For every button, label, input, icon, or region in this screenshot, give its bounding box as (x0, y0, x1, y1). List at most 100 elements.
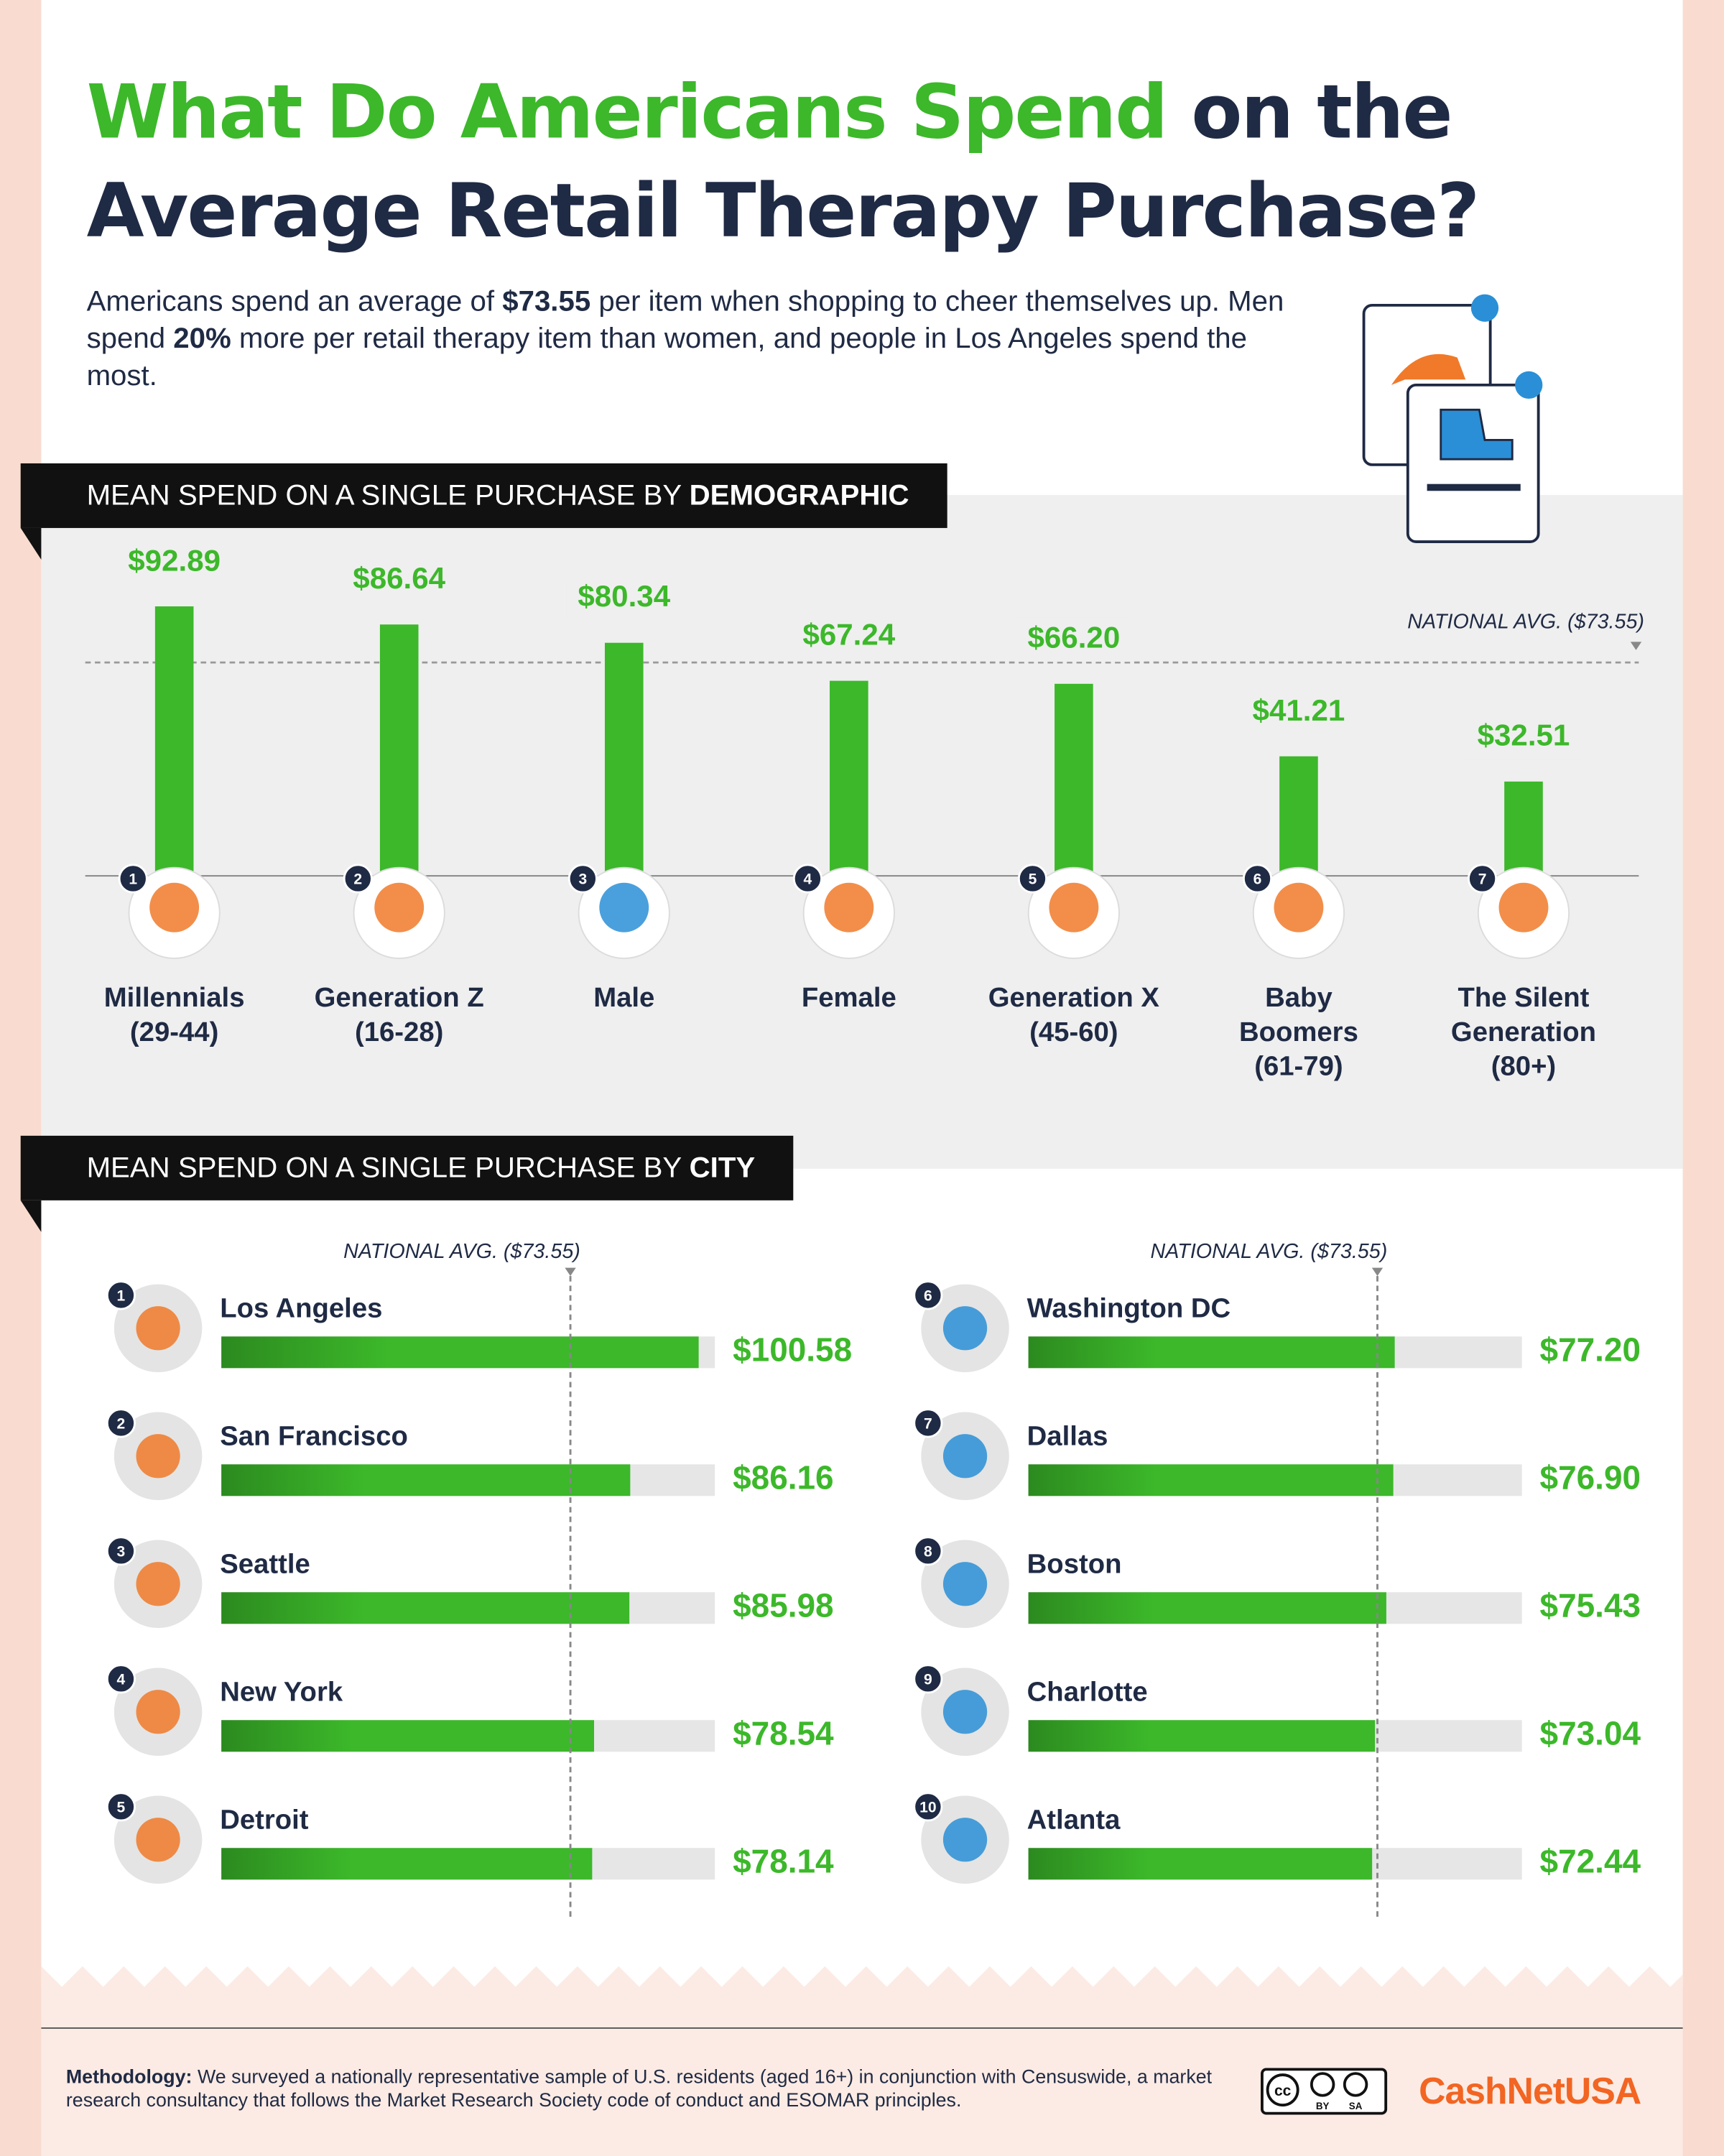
bar (221, 1336, 699, 1369)
bar (1028, 1464, 1394, 1496)
rank-badge (1242, 864, 1273, 894)
label-bg (1016, 617, 1132, 662)
license-icon (1310, 2072, 1335, 2097)
license-text: BY (1316, 2101, 1330, 2111)
section-header: MEAN SPEND ON A SINGLE PURCHASE BY CITY (20, 1135, 794, 1200)
rank-badge (106, 1280, 136, 1310)
methodology-part: We surveyed a nationally representative … (65, 2065, 1213, 2111)
rank-badge (1467, 864, 1498, 894)
license-text: SA (1349, 2101, 1363, 2111)
section-title: MEAN SPEND ON A SINGLE PURCHASE BY (86, 1152, 690, 1184)
label-bg (791, 614, 907, 659)
label-bg (1465, 715, 1582, 760)
bar (221, 1464, 631, 1496)
value-label: $72.44 (1539, 1843, 1641, 1882)
value-label: $32.51 (1477, 718, 1570, 753)
bar (154, 606, 194, 876)
intro: Americans spend an average of $73.55 per… (87, 283, 1310, 394)
rank-label: 6 (924, 1288, 932, 1305)
icon-figure (1049, 882, 1099, 933)
rank-label: 8 (924, 1544, 932, 1560)
reference-pointer (1630, 642, 1642, 650)
category-label: Baby Boomers (61-79) (1238, 983, 1358, 1083)
category-label: Generation X (45-60) (988, 983, 1159, 1048)
value-label: $100.58 (733, 1332, 853, 1370)
icon-figure (942, 1562, 988, 1606)
title: What Do Americans Spend on the Average R… (87, 63, 1627, 262)
value-label: $75.43 (1539, 1588, 1641, 1626)
methodology-part: Methodology: (65, 2065, 193, 2088)
icon-figure (149, 882, 200, 933)
category-label: Male (593, 983, 655, 1014)
value-label: $76.90 (1539, 1460, 1641, 1498)
icon-figure (136, 1818, 180, 1862)
category-label: Boston (1026, 1549, 1122, 1581)
category-label: The Silent Generation (80+) (1450, 983, 1596, 1083)
rank-badge (913, 1280, 943, 1310)
value-label: $86.64 (353, 561, 446, 596)
value-label: $86.16 (733, 1460, 834, 1498)
bar (1028, 1848, 1373, 1880)
bar (1055, 683, 1093, 876)
bar (1028, 1720, 1376, 1752)
rank-badge (567, 864, 598, 894)
rank-badge (913, 1536, 943, 1566)
title-part: on the Average Retail Therapy Purchase? (86, 68, 1480, 255)
zigzag (41, 1966, 1683, 2156)
bar (1028, 1592, 1386, 1624)
bar (221, 1720, 595, 1752)
intro-part: more per retail therapy item than women,… (86, 323, 1248, 392)
value-label: $92.89 (128, 542, 221, 578)
rank-label: 4 (117, 1672, 126, 1688)
bar (604, 642, 644, 876)
rank-label: 3 (578, 871, 587, 888)
license-icon (1343, 2072, 1368, 2097)
category-label: Seattle (220, 1549, 310, 1581)
section-emphasis: DEMOGRAPHIC (689, 479, 909, 512)
category-label: Washington DC (1026, 1293, 1231, 1325)
intro-part: per item when shopping to cheer themselv… (86, 286, 1284, 355)
rank-badge (1017, 864, 1048, 894)
icon-figure (1498, 882, 1549, 933)
methodology: Methodology: We surveyed a nationally re… (66, 2065, 1248, 2112)
rank-badge (106, 1664, 136, 1694)
category-label: New York (220, 1677, 343, 1708)
value-label: $67.24 (802, 617, 896, 652)
value-label: $41.21 (1252, 693, 1345, 728)
icon-figure (942, 1306, 988, 1351)
rank-label: 5 (117, 1799, 126, 1815)
value-label: $77.20 (1539, 1332, 1641, 1370)
icon-figure (1274, 882, 1324, 933)
rank-badge (792, 864, 822, 894)
value-label: $66.20 (1027, 620, 1121, 655)
label-bg (116, 540, 233, 585)
rank-label: 10 (919, 1799, 936, 1815)
icon-figure (136, 1434, 180, 1479)
category-label: Detroit (220, 1805, 309, 1836)
icon-figure (942, 1434, 988, 1479)
rank-badge (118, 864, 148, 894)
rank-badge (913, 1664, 943, 1694)
license-text: cc (1274, 2083, 1292, 2099)
category-label: Millennials (29-44) (103, 983, 245, 1048)
bar (221, 1592, 630, 1624)
rank-label: 2 (353, 871, 362, 888)
rank-label: 2 (117, 1416, 126, 1433)
rank-badge (106, 1536, 136, 1566)
rank-label: 5 (1029, 871, 1037, 888)
value-label: $85.98 (733, 1588, 834, 1626)
bar (830, 680, 868, 876)
section-emphasis: CITY (689, 1152, 756, 1184)
category-label: San Francisco (220, 1421, 408, 1453)
bar (1279, 756, 1318, 876)
category-label: Charlotte (1026, 1677, 1148, 1708)
icon-figure (136, 1690, 180, 1734)
label-bg (341, 558, 458, 603)
header-tab (20, 527, 42, 560)
reference-label: NATIONAL AVG. ($73.55) (1407, 610, 1645, 634)
reference-pointer (565, 1267, 576, 1277)
title-part: What Do Americans Spend (86, 68, 1169, 156)
reference-pointer (1371, 1267, 1384, 1277)
